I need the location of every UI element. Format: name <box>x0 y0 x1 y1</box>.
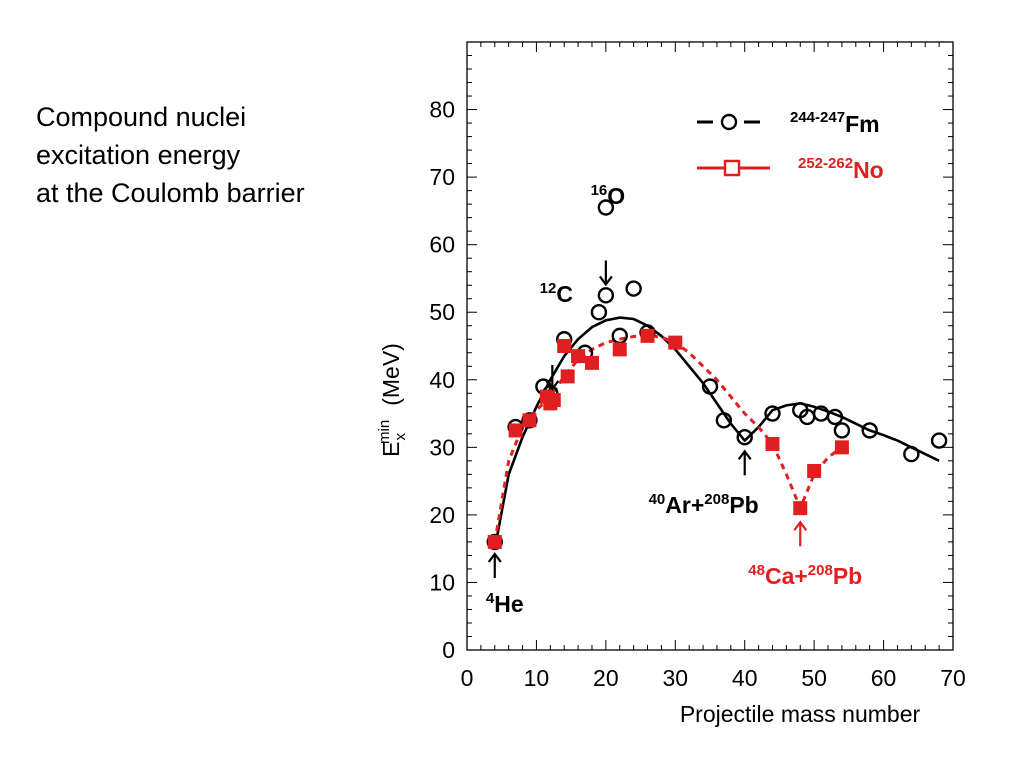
annot-48ca-208pb-label: 48Ca+208Pb <box>748 562 862 589</box>
y-axis-sup: min <box>376 420 393 444</box>
annotations: 4He 12C 16O 40Ar+208Pb 48Ca+208Pb <box>486 182 862 617</box>
legend-label-1: 244-247Fm <box>790 109 880 137</box>
y-tick-label: 0 <box>442 637 455 663</box>
series-2-point <box>584 355 599 370</box>
series-1-point <box>590 304 608 321</box>
y-tick-label: 60 <box>429 232 455 258</box>
series-1-point <box>701 378 719 395</box>
x-tick-label: 60 <box>871 665 897 691</box>
series-1-point <box>736 429 753 446</box>
series-2-point <box>522 413 537 428</box>
annot-40ar-208pb-label: 40Ar+208Pb <box>649 491 759 518</box>
y-tick-label: 70 <box>429 164 455 190</box>
series-1-point <box>597 287 615 304</box>
series-1-point <box>625 280 642 297</box>
legend-marker-1 <box>720 113 738 131</box>
y-tick-label: 40 <box>429 367 455 393</box>
series-1-point <box>826 408 844 426</box>
plot-frame <box>466 41 954 651</box>
series-2-point <box>546 393 561 408</box>
annot-4he-label: 4He <box>486 590 524 617</box>
series-2-point <box>793 501 808 516</box>
series-2-point <box>612 342 627 357</box>
series-1-point <box>715 412 733 429</box>
caption-line-3: at the Coulomb barrier <box>36 178 305 208</box>
x-tick-label: 30 <box>662 665 688 691</box>
x-axis-title: Projectile mass number <box>680 701 921 727</box>
series-2-point <box>487 534 502 549</box>
x-tick-label: 0 <box>461 665 474 691</box>
data-points <box>486 199 948 551</box>
y-tick-label: 30 <box>429 434 455 460</box>
series-1-point <box>903 445 920 463</box>
axis-ticks <box>466 41 954 651</box>
annot-arpb-arrow-head <box>737 449 752 460</box>
annot-o-arrow-head <box>598 275 613 287</box>
y-axis-symbol: E <box>378 441 404 456</box>
series-2-point <box>640 328 655 343</box>
y-axis-sub: x <box>392 432 409 440</box>
legend-label-2: 252-262No <box>798 155 884 183</box>
annot-c-arrow-head <box>545 380 560 391</box>
series-2-point <box>557 339 572 353</box>
series-2-point <box>765 436 780 451</box>
tick-labels: 0 10 20 30 40 50 60 70 0 10 20 30 40 50 60 70 80 <box>429 97 965 691</box>
x-tick-label: 40 <box>732 665 758 691</box>
plot-border <box>466 41 954 651</box>
series-2-point <box>668 335 683 350</box>
series-1-point <box>597 199 615 216</box>
series-2-point <box>508 423 523 438</box>
svg-text:Exmin(MeV): Exmin (MeV) <box>376 343 409 457</box>
series-2-point <box>834 440 849 455</box>
caption-line-2: excitation energy <box>36 140 241 170</box>
legend: 244-247Fm 252-262No <box>697 109 884 183</box>
x-tick-label: 70 <box>940 665 966 691</box>
caption-line-1: Compound nuclei <box>36 102 247 132</box>
y-tick-label: 50 <box>429 299 455 325</box>
series-1-point <box>611 327 628 345</box>
series-2-point <box>807 463 822 478</box>
series-1-point <box>930 432 948 449</box>
y-axis-unit: (MeV) <box>378 343 404 406</box>
x-tick-label: 10 <box>524 665 550 691</box>
annot-he-arrow-head <box>487 552 502 563</box>
legend-marker-2 <box>723 159 741 177</box>
y-tick-label: 10 <box>429 569 455 595</box>
annot-12c-label: 12C <box>540 280 573 307</box>
y-axis-title: Exmin (MeV) <box>376 343 409 457</box>
slide-caption: Compound nuclei excitation energy at the… <box>36 98 305 212</box>
annot-capb-arrow-head <box>793 520 808 531</box>
series-2-point <box>571 349 586 364</box>
y-tick-label: 20 <box>429 502 455 528</box>
x-tick-label: 20 <box>593 665 619 691</box>
series-2-point <box>560 369 575 384</box>
annot-16o-label: 16O <box>591 182 626 209</box>
x-tick-label: 50 <box>801 665 827 691</box>
y-tick-label: 80 <box>429 97 455 123</box>
series-1-point <box>764 405 781 422</box>
series-1-point <box>833 422 851 439</box>
series-1-point <box>861 422 878 439</box>
